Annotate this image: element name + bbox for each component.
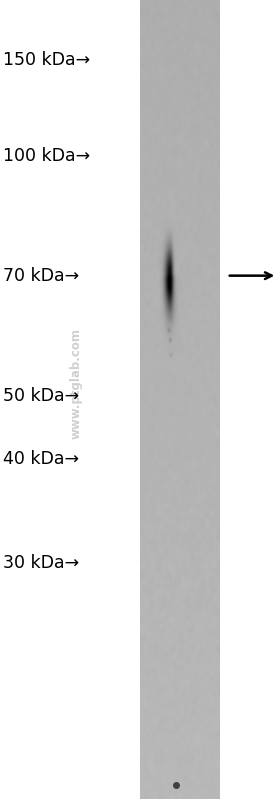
Text: 50 kDa→: 50 kDa→: [3, 387, 79, 404]
Text: 70 kDa→: 70 kDa→: [3, 267, 79, 284]
Text: www.ptglab.com: www.ptglab.com: [69, 328, 82, 439]
Text: 30 kDa→: 30 kDa→: [3, 555, 79, 572]
Text: 40 kDa→: 40 kDa→: [3, 451, 79, 468]
Text: 100 kDa→: 100 kDa→: [3, 147, 90, 165]
Text: 150 kDa→: 150 kDa→: [3, 51, 90, 69]
